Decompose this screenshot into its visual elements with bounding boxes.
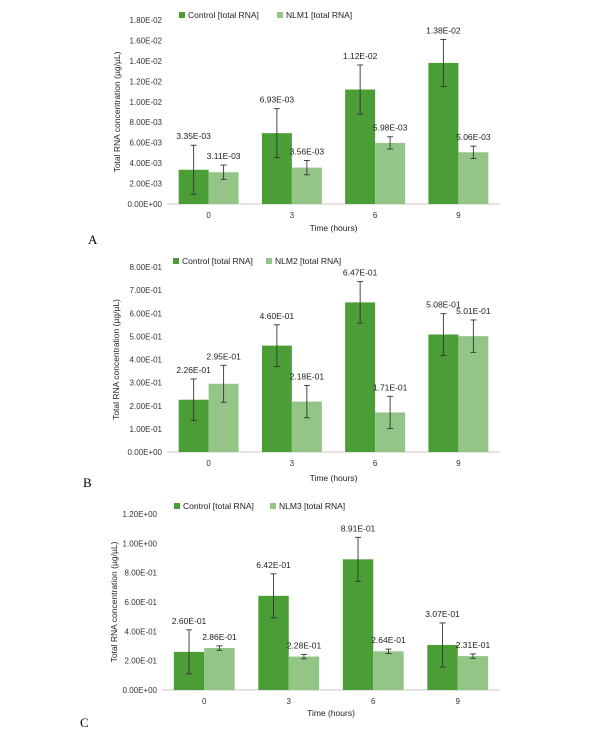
x-tick-label: 3	[290, 211, 295, 220]
y-axis-title: Total RNA concentration (µg/µL)	[112, 51, 122, 172]
x-tick-label: 0	[206, 211, 211, 220]
y-tick-label: 0.00E+00	[128, 448, 163, 457]
y-tick-label: 8.00E-01	[125, 569, 158, 578]
data-label: 1.38E-02	[426, 25, 461, 35]
x-tick-label: 6	[373, 211, 378, 220]
x-tick-label: 9	[456, 459, 461, 468]
data-label: 3.35E-03	[176, 131, 211, 141]
bar	[204, 648, 235, 690]
data-label: 5.98E-03	[373, 123, 408, 133]
panel-letter: A	[88, 232, 98, 247]
bar	[458, 152, 489, 204]
y-tick-label: 8.00E-03	[130, 118, 163, 127]
data-label: 5.01E-01	[456, 306, 491, 316]
data-label: 6.42E-01	[256, 560, 291, 570]
y-tick-label: 2.00E-01	[130, 402, 163, 411]
x-tick-label: 3	[290, 459, 295, 468]
x-axis-title: Time (hours)	[310, 473, 358, 483]
x-tick-label: 0	[206, 459, 211, 468]
legend-swatch	[179, 12, 185, 18]
legend-entry: NLM3 [total RNA]	[279, 501, 345, 511]
data-label: 1.71E-01	[373, 382, 408, 392]
y-tick-label: 6.00E-03	[130, 139, 163, 148]
y-tick-label: 8.00E-01	[130, 263, 163, 272]
y-tick-label: 1.20E+00	[123, 510, 158, 519]
y-tick-label: 1.40E-02	[130, 57, 163, 66]
data-label: 2.64E-01	[371, 635, 406, 645]
bar	[288, 656, 320, 690]
bar	[373, 651, 404, 690]
legend-entry: NLM2 [total RNA]	[275, 256, 341, 266]
legend-entry: NLM1 [total RNA]	[286, 10, 352, 20]
x-tick-label: 6	[371, 697, 376, 706]
data-label: 4.60E-01	[260, 311, 295, 321]
data-label: 2.95E-01	[206, 351, 241, 361]
y-tick-label: 2.00E-03	[130, 180, 163, 189]
y-axis-title: Total RNA concentration (µg/µL)	[111, 299, 121, 420]
legend-swatch	[173, 258, 179, 264]
legend-swatch	[270, 503, 276, 509]
y-tick-label: 1.00E-02	[130, 98, 163, 107]
chart-panel-b: 0.00E+00 1.00E-01 2.00E-01 3.00E-01 4.00E-01…	[83, 256, 500, 490]
y-tick-label: 4.00E-03	[130, 159, 163, 168]
data-label: 1.12E-02	[343, 51, 378, 61]
y-tick-label: 6.00E-01	[130, 309, 163, 318]
y-tick-label: 5.00E-01	[130, 332, 163, 341]
x-tick-label: 9	[456, 697, 461, 706]
y-tick-label: 7.00E-01	[130, 286, 163, 295]
x-axis-title: Time (hours)	[310, 223, 358, 233]
y-tick-label: 4.00E-01	[125, 627, 158, 636]
legend-entry: Control [total RNA]	[183, 501, 254, 511]
data-label: 5.06E-03	[456, 132, 491, 142]
data-label: 6.93E-03	[260, 95, 295, 105]
data-label: 2.60E-01	[172, 616, 207, 626]
y-tick-label: 1.00E+00	[123, 539, 158, 548]
y-tick-label: 1.60E-02	[130, 36, 163, 45]
y-axis-title: Total RNA concentration (µg/µL)	[109, 541, 119, 662]
data-label: 3.11E-03	[207, 151, 241, 161]
y-tick-label: 1.80E-02	[130, 16, 163, 25]
bar	[458, 336, 489, 452]
legend-swatch	[266, 258, 272, 264]
panel-letter: C	[80, 715, 89, 730]
data-label: 5.08E-01	[426, 300, 461, 310]
data-label: 3.56E-03	[290, 146, 325, 156]
x-tick-label: 6	[373, 459, 378, 468]
y-tick-label: 0.00E+00	[128, 200, 163, 209]
data-label: 8.91E-01	[341, 523, 376, 533]
data-label: 3.07E-01	[425, 609, 460, 619]
y-tick-label: 1.00E-01	[130, 425, 163, 434]
data-label: 2.26E-01	[176, 365, 211, 375]
x-tick-label: 0	[202, 697, 207, 706]
y-tick-label: 2.00E-01	[125, 657, 158, 666]
x-axis-title: Time (hours)	[307, 708, 355, 718]
y-tick-label: 0.00E+00	[123, 686, 158, 695]
legend-entry: Control [total RNA]	[188, 10, 259, 20]
y-tick-label: 4.00E-01	[130, 356, 163, 365]
data-label: 2.31E-01	[456, 640, 491, 650]
x-tick-label: 3	[287, 697, 292, 706]
legend-entry: Control [total RNA]	[182, 256, 253, 266]
panel-letter: B	[83, 475, 92, 490]
legend-swatch	[277, 12, 283, 18]
data-label: 2.18E-01	[290, 371, 325, 381]
legend-swatch	[174, 503, 180, 509]
chart-panel-c: 0.00E+00 2.00E-01 4.00E-01 6.00E-01 8.00E-01…	[80, 501, 500, 730]
data-label: 6.47E-01	[343, 268, 378, 278]
y-tick-label: 1.20E-02	[130, 77, 163, 86]
bar	[375, 142, 406, 204]
x-tick-label: 9	[456, 211, 461, 220]
y-tick-label: 3.00E-01	[130, 379, 163, 388]
y-tick-label: 6.00E-01	[125, 598, 158, 607]
bar	[345, 302, 376, 452]
chart-panel-a: 0.00E+00 2.00E-03 4.00E-03 6.00E-03 8.00E-03…	[88, 10, 500, 247]
bar	[457, 656, 489, 690]
data-label: 2.86E-01	[202, 632, 237, 642]
data-label: 2.28E-01	[287, 640, 322, 650]
